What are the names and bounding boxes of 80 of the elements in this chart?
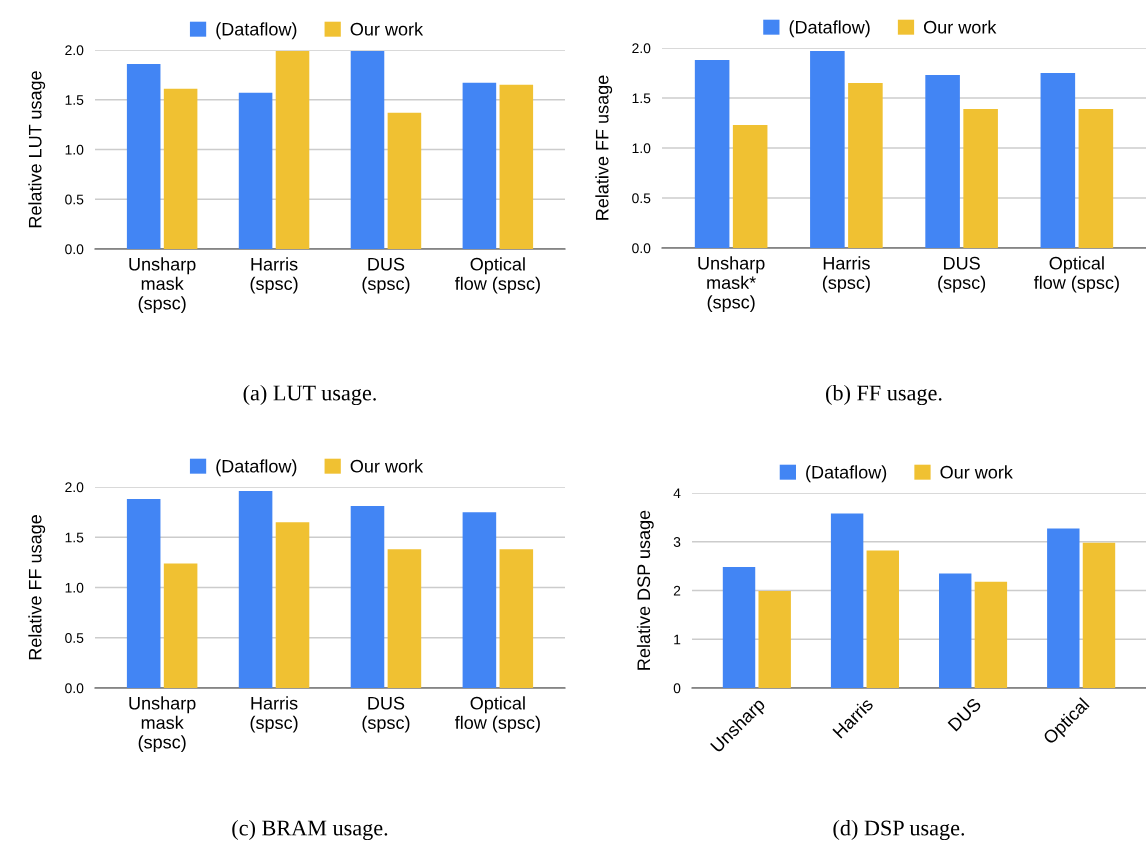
bar [1047, 528, 1080, 688]
bar [499, 549, 534, 688]
bar [163, 563, 198, 688]
y-tick-label: 0.5 [65, 633, 84, 643]
bar [163, 88, 198, 249]
y-tick-label: 1.0 [65, 144, 84, 155]
bar [1078, 109, 1114, 248]
bar [462, 512, 497, 688]
y-tick-label: 1.5 [632, 93, 651, 104]
legend-label: (Dataflow) [216, 459, 297, 477]
y-tick-label: 1.0 [632, 143, 651, 154]
legend-label: Our work [350, 459, 424, 473]
y-tick-label: 0.0 [65, 683, 84, 694]
y-tick-label: 2.0 [65, 45, 84, 56]
y-tick-label: 0.5 [632, 193, 651, 204]
y-tick-label: 2.0 [632, 43, 651, 54]
x-tick-label: Harris (spsc) [822, 256, 870, 293]
bar [499, 84, 534, 249]
bar [238, 92, 273, 249]
y-tick-label: 1 [674, 634, 681, 645]
bar [939, 573, 972, 688]
y-tick-label: 0 [673, 683, 681, 694]
y-tick-label: 0.5 [65, 194, 84, 205]
bar [238, 491, 273, 688]
x-tick-label: Unsharp mask (spsc) [129, 696, 196, 753]
y-axis-title: Relative DSP usage [636, 510, 654, 670]
bar [1082, 542, 1116, 688]
y-tick-label: 1.0 [65, 582, 84, 593]
legend-label: (Dataflow) [806, 465, 887, 483]
y-axis-title: Relative LUT usage [28, 71, 46, 228]
x-tick-label: Unsharp mask (spsc) [129, 257, 196, 314]
x-tick-label: Unsharp mask* (spsc) [698, 256, 765, 313]
y-tick-label: 2 [673, 585, 681, 596]
y-axis-title: Relative FF usage [28, 515, 46, 660]
text: (c) BRAM usage. [232, 819, 388, 841]
bar [866, 550, 899, 688]
y-tick-label: 1.5 [65, 95, 84, 105]
x-tick-label: Optical flow (spsc) [454, 257, 540, 294]
text: (b) FF usage. [826, 384, 942, 406]
x-tick-label: Harris (spsc) [250, 257, 298, 294]
bar [963, 109, 998, 248]
y-axis-title: Relative FF usage [595, 75, 613, 220]
y-tick-label: 0.0 [632, 243, 651, 254]
bar [126, 63, 161, 249]
bar [722, 567, 756, 688]
bar [387, 549, 422, 688]
legend-label: Our work [350, 22, 424, 36]
bar [350, 50, 385, 249]
bar [387, 112, 422, 249]
bar [758, 590, 791, 688]
x-tick-label: DUS (spsc) [362, 257, 410, 294]
y-tick-label: 1.5 [65, 532, 84, 543]
bar [848, 83, 883, 248]
y-tick-label: 2.0 [65, 482, 84, 493]
text: (a) LUT usage. [243, 384, 376, 406]
x-tick-label: Optical flow (spsc) [1033, 256, 1119, 293]
x-tick-label: DUS (spsc) [362, 696, 410, 733]
x-tick-label: Harris (spsc) [250, 696, 298, 733]
bar [810, 51, 845, 248]
bar [925, 75, 960, 248]
legend-label: Our work [923, 20, 997, 34]
bar [462, 82, 497, 249]
bar [974, 581, 1008, 688]
legend-label: (Dataflow) [789, 20, 870, 38]
bar [275, 522, 310, 688]
legend-label: (Dataflow) [216, 22, 297, 40]
bar [830, 513, 864, 688]
bar [732, 125, 768, 248]
y-tick-label: 0.0 [65, 244, 84, 255]
bar [126, 499, 161, 688]
x-tick-label: DUS (spsc) [938, 256, 986, 293]
legend-label: Our work [940, 465, 1013, 479]
bar [350, 506, 385, 688]
text: (d) DSP usage. [833, 819, 965, 841]
bar [275, 50, 310, 249]
bar [694, 60, 730, 248]
y-tick-label: 3 [673, 537, 681, 547]
y-tick-label: 4 [673, 488, 681, 499]
x-tick-label: Optical flow (spsc) [454, 696, 540, 733]
bar [1040, 73, 1076, 248]
